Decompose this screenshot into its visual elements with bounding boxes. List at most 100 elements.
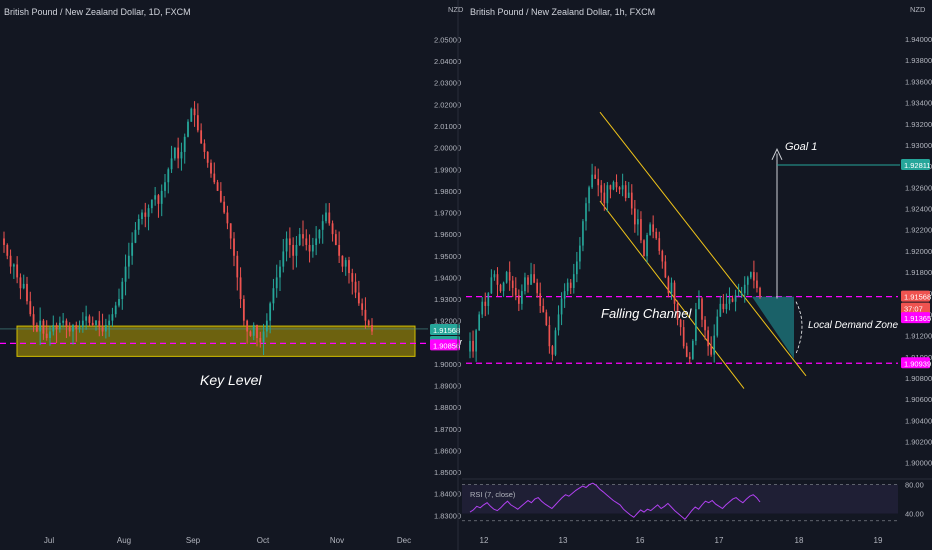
- candle-body: [62, 320, 65, 323]
- candle: [141, 209, 143, 225]
- candle: [734, 289, 737, 312]
- candle-body: [91, 322, 94, 325]
- candle-body: [265, 320, 268, 332]
- candle: [229, 223, 232, 250]
- hourly-time-axis: 12 13 16 17 18 19: [480, 536, 883, 545]
- candle: [658, 231, 661, 255]
- candle-body: [26, 283, 28, 302]
- candle-body: [256, 324, 258, 338]
- hourly-y-tick: 1.93000: [905, 141, 932, 150]
- candle-body: [588, 187, 590, 204]
- candle-body: [298, 234, 301, 245]
- candle-body: [167, 169, 170, 183]
- rsi-title: RSI (7, close): [470, 490, 516, 499]
- daily-x-tick: Aug: [117, 536, 131, 545]
- candle-body: [249, 331, 252, 336]
- candle: [62, 312, 65, 328]
- candle-body: [137, 219, 140, 230]
- candle-body: [22, 283, 25, 289]
- candle: [58, 316, 61, 333]
- daily-y-tick: 1.98000: [434, 187, 461, 196]
- candle-body: [551, 346, 554, 355]
- candle: [692, 339, 694, 361]
- candle: [285, 231, 288, 262]
- candle-body: [98, 320, 101, 328]
- candle-body: [180, 151, 183, 159]
- candle: [154, 186, 157, 206]
- candle-body: [597, 178, 600, 186]
- candle: [348, 256, 350, 284]
- candle-body: [183, 136, 186, 152]
- candle-body: [164, 182, 166, 191]
- candle: [22, 274, 25, 290]
- candle: [226, 205, 229, 230]
- candle-body: [643, 240, 645, 257]
- candle: [35, 322, 38, 333]
- daily-x-tick: Oct: [257, 536, 270, 545]
- candle: [334, 229, 337, 246]
- candle: [147, 204, 150, 231]
- hourly-price-tag-bg: [901, 357, 930, 369]
- hourly-y-tick: 1.94000: [905, 35, 932, 44]
- candle: [19, 273, 22, 300]
- candle-body: [682, 327, 685, 347]
- candle: [249, 330, 252, 337]
- candle-body: [118, 299, 120, 306]
- candle: [160, 184, 163, 217]
- candle-body: [219, 190, 222, 202]
- local-demand-zone-label: Local Demand Zone: [808, 320, 898, 331]
- candle: [150, 199, 153, 214]
- candle-body: [664, 261, 667, 278]
- candle-body: [560, 298, 563, 315]
- daily-y-tick: 1.99000: [434, 165, 461, 174]
- candle: [49, 325, 51, 346]
- hourly-chart-panel[interactable]: British Pound / New Zealand Dollar, 1h, …: [462, 5, 932, 545]
- candle-body: [282, 251, 285, 267]
- daily-x-tick: Dec: [397, 536, 411, 545]
- candle: [637, 209, 639, 236]
- candle-body: [740, 293, 743, 296]
- candle: [187, 119, 189, 138]
- key-level-zone: [0, 325, 428, 357]
- candle-body: [490, 277, 493, 294]
- candle-body: [285, 238, 288, 252]
- candle-body: [88, 316, 91, 323]
- candle-body: [35, 324, 38, 332]
- candle-body: [246, 320, 249, 332]
- candle: [302, 220, 304, 247]
- candle: [269, 301, 272, 334]
- candle: [530, 262, 532, 285]
- candle-body: [223, 201, 226, 213]
- hourly-x-tick: 17: [715, 536, 724, 545]
- hourly-price-tag: 1.91568: [904, 293, 931, 302]
- candle: [664, 255, 667, 279]
- candle-body: [338, 244, 341, 256]
- daily-chart-panel[interactable]: British Pound / New Zealand Dollar, 1D, …: [0, 5, 464, 545]
- candle: [95, 319, 97, 331]
- demand-zone-bracket: [795, 301, 803, 354]
- candle: [259, 331, 262, 348]
- rsi-y-tick: 40.00: [905, 510, 924, 519]
- candle-body: [52, 324, 55, 332]
- candle: [52, 315, 55, 336]
- candle: [667, 275, 670, 298]
- candle-body: [655, 231, 658, 239]
- candle-body: [308, 244, 311, 252]
- candle-body: [710, 346, 712, 355]
- candle: [750, 271, 752, 280]
- candle-body: [68, 327, 71, 332]
- candle: [134, 222, 137, 244]
- candle: [45, 320, 48, 341]
- candle: [511, 275, 514, 298]
- candle: [655, 228, 658, 240]
- candle: [170, 145, 173, 173]
- candle-body: [753, 272, 755, 281]
- candle: [682, 319, 685, 349]
- candle-body: [487, 293, 490, 306]
- candle: [262, 323, 265, 356]
- candle-body: [144, 212, 147, 217]
- candle-body: [524, 277, 526, 292]
- hourly-price-tag-bg: [901, 158, 930, 170]
- candle: [576, 251, 578, 283]
- candle-body: [716, 316, 719, 336]
